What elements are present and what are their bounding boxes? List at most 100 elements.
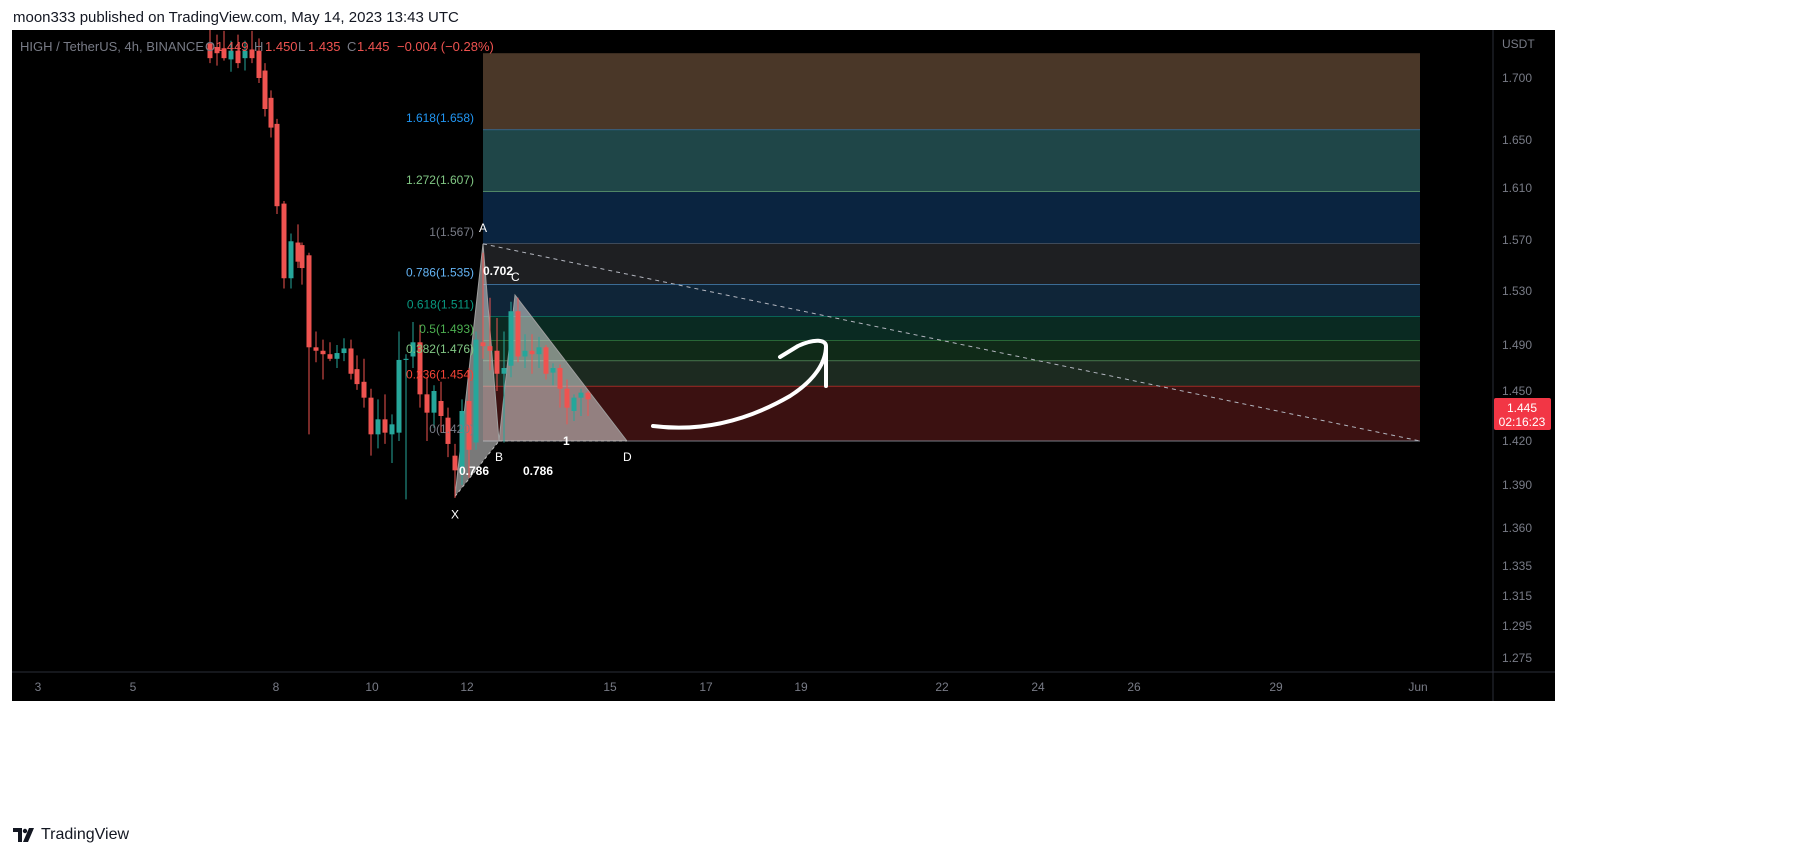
symbol-text: HIGH / TetherUS, 4h, BINANCE [20, 39, 204, 54]
y-tick-label: 1.610 [1502, 181, 1532, 195]
high-value: 1.450 [265, 39, 298, 54]
candle [515, 297, 521, 363]
price-axis[interactable]: USDT 1.700 1.650 1.610 1.570 1.530 1.490 1.450… [1492, 30, 1535, 701]
tradingview-logo-icon [13, 828, 34, 842]
candle-body [585, 392, 591, 400]
candle-body [249, 49, 255, 59]
candle [242, 40, 248, 71]
candle [299, 242, 305, 285]
candle-body [382, 419, 388, 433]
candle-body [299, 245, 305, 269]
candle-body [320, 350, 326, 355]
y-tick-label: 1.570 [1502, 233, 1532, 247]
fib-label: 0.382(1.476) [406, 342, 474, 356]
candle-body [403, 358, 409, 360]
fib-label: 1.272(1.607) [406, 173, 474, 187]
candle-body [522, 350, 528, 357]
candle-body [396, 359, 402, 433]
pattern-ratio-label: 0.786 [523, 464, 553, 478]
candle-body [288, 241, 294, 279]
candle [354, 355, 360, 390]
candle [256, 38, 262, 83]
candle-body [228, 50, 234, 60]
candle-body [515, 311, 521, 357]
candle [348, 339, 354, 380]
candle-body [214, 47, 220, 54]
candle-body [207, 43, 213, 59]
close-label: C [347, 39, 356, 54]
candle [288, 233, 294, 289]
publish-info: moon333 published on TradingView.com, Ma… [13, 9, 459, 26]
y-tick-label: 1.390 [1502, 478, 1532, 492]
candle-body [262, 70, 268, 109]
candle [334, 345, 340, 368]
fib-zone [483, 386, 1420, 441]
y-tick-label: 1.700 [1502, 71, 1532, 85]
candle [459, 399, 465, 485]
candle [445, 407, 451, 458]
close-value: 1.445 [357, 39, 390, 54]
candle [480, 252, 486, 359]
pattern-point-label: B [495, 450, 503, 464]
candle [221, 30, 227, 61]
fib-zone [483, 130, 1420, 192]
candle-body [459, 411, 465, 468]
candle-body [348, 348, 354, 374]
candle-body [529, 350, 535, 355]
candle-body [480, 342, 486, 347]
open-label: O [205, 39, 215, 54]
x-tick-label: 10 [365, 680, 379, 694]
candle [585, 391, 591, 416]
y-tick-label: 1.335 [1502, 559, 1532, 573]
fib-label: 1.618(1.658) [406, 111, 474, 125]
candle [320, 339, 326, 380]
candle [578, 388, 584, 416]
candle-body [410, 342, 416, 357]
x-tick-label: 12 [460, 680, 474, 694]
low-label: L [298, 39, 305, 54]
candle-body [242, 50, 248, 59]
candle [424, 377, 430, 441]
candle [452, 443, 458, 498]
x-tick-label: 29 [1269, 680, 1283, 694]
high-label: H [254, 39, 263, 54]
open-value: 1.449 [216, 39, 249, 54]
time-axis[interactable]: 3 5 8 10 12 15 17 19 22 24 26 29 Jun [12, 671, 1555, 694]
current-price: 1.445 [1507, 401, 1537, 415]
candle-body [268, 97, 274, 128]
candle-body [466, 401, 472, 450]
candle-body [438, 401, 444, 416]
candle-body [564, 388, 570, 408]
candle-body [306, 255, 312, 348]
pattern-ratio-label: 0.702 [483, 264, 513, 278]
candle-body [295, 242, 301, 262]
x-tick-label: 15 [603, 680, 617, 694]
y-tick-label: 1.450 [1502, 384, 1532, 398]
candle-body [375, 419, 381, 435]
projection-arrow-icon [651, 338, 828, 430]
x-tick-label: Jun [1408, 680, 1427, 694]
bcd-triangle [499, 295, 627, 441]
candle-body [361, 381, 367, 398]
candle [501, 331, 507, 443]
fib-zone [483, 316, 1420, 341]
candle [571, 394, 577, 421]
candle-body [274, 123, 280, 207]
y-tick-label: 1.490 [1502, 338, 1532, 352]
candle [389, 414, 395, 463]
x-tick-label: 24 [1031, 680, 1045, 694]
candle-body [571, 397, 577, 411]
candle [306, 252, 312, 435]
candle [214, 34, 220, 66]
candle-body [354, 369, 360, 385]
y-tick-label: 1.295 [1502, 619, 1532, 633]
candle [522, 334, 528, 368]
candle [235, 34, 241, 69]
candle [262, 63, 268, 117]
pattern-ratio-label: 1 [563, 434, 570, 448]
x-tick-label: 5 [130, 680, 137, 694]
fib-label: 0.786(1.535) [406, 266, 474, 280]
candle [228, 40, 234, 72]
footer[interactable]: TradingView [13, 823, 129, 847]
